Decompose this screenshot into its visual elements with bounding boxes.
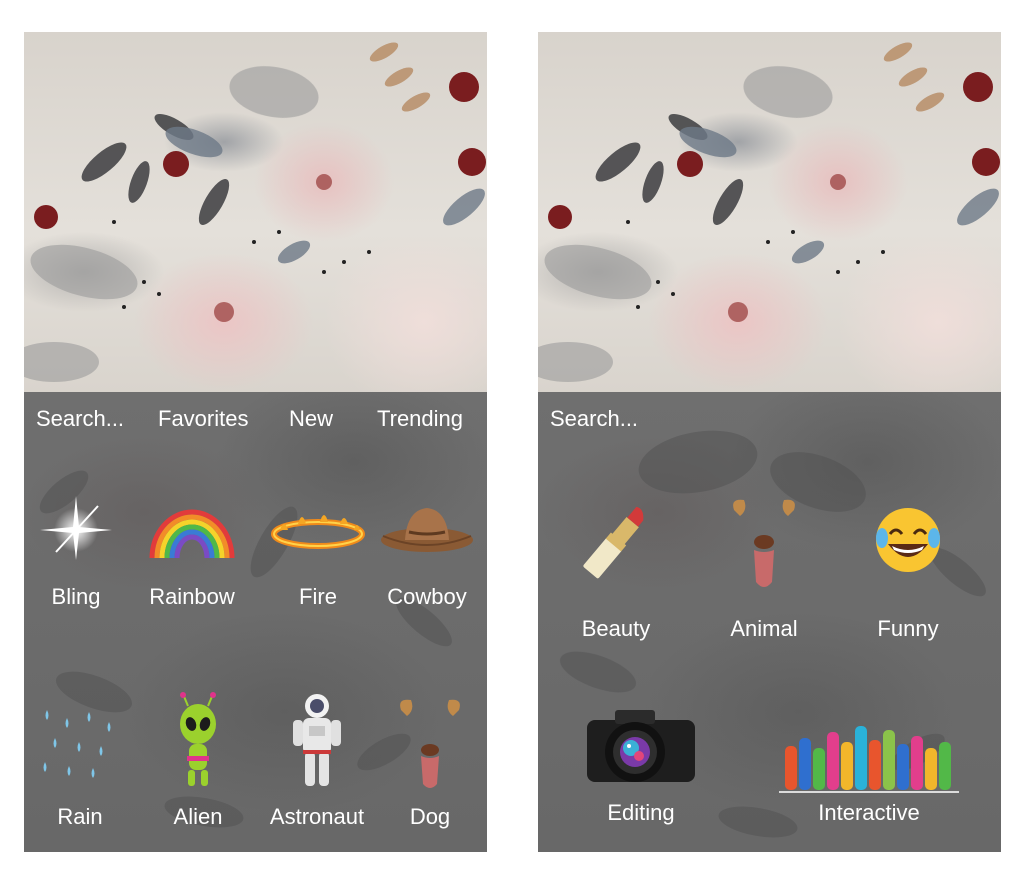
effect-rainbow[interactable]: Rainbow [132,492,252,632]
alien-icon [180,692,216,786]
cowboy-hat-icon [381,508,473,552]
search-tab[interactable]: Search... [550,406,639,431]
tab-new[interactable]: New [289,406,334,431]
rain-drops-icon [43,710,111,778]
sparkle-icon [40,496,112,560]
camera-preview-photo [24,32,487,392]
raised-hands-icon [779,726,959,793]
tab-trending[interactable]: Trending [377,406,464,431]
effect-rain[interactable]: Rain [24,692,140,842]
search-tab[interactable]: Search... [36,406,125,431]
effect-astronaut[interactable]: Astronaut [257,692,377,842]
category-funny[interactable]: Funny [848,490,968,650]
tab-favorites[interactable]: Favorites [158,406,249,431]
effects-panel: Search... Beauty Animal [538,392,1001,852]
left-screen: Search... Favorites New Trending Bling [24,32,487,852]
effect-fire[interactable]: Fire [258,492,378,632]
effect-bling[interactable]: Bling [24,492,136,632]
laughing-emoji-icon [876,508,940,572]
category-interactive[interactable]: Interactive [779,702,959,852]
camera-preview-photo [538,32,1001,392]
effect-cowboy[interactable]: Cowboy [367,492,487,632]
fire-ring-icon [271,515,365,549]
category-animal[interactable]: Animal [704,490,824,650]
dog-ears-icon [400,699,460,788]
effects-panel: Search... Favorites New Trending Bling [24,392,487,852]
effect-alien[interactable]: Alien [138,692,258,842]
lipstick-icon [583,506,644,579]
rainbow-icon [149,509,235,559]
category-editing[interactable]: Editing [581,702,701,852]
astronaut-icon [293,694,341,786]
category-beauty[interactable]: Beauty [556,490,676,650]
camera-icon [587,710,695,782]
dog-ears-icon [733,499,795,587]
effect-dog[interactable]: Dog [370,692,487,842]
right-screen: Search... Beauty Animal [538,32,1001,852]
